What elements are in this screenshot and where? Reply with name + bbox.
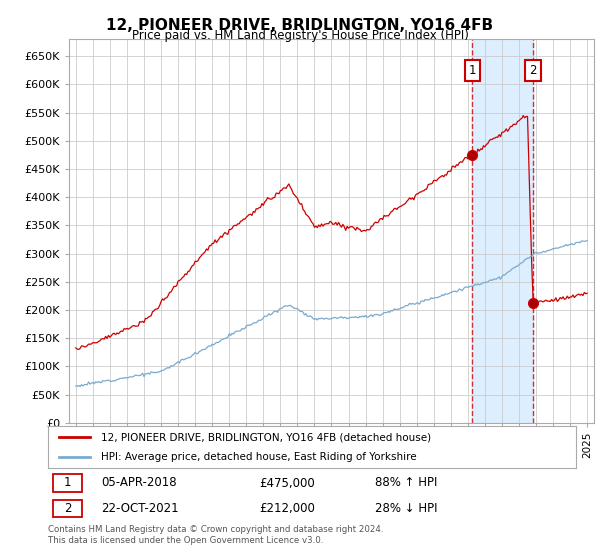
- Bar: [472, 39, 533, 423]
- Text: 2: 2: [64, 502, 71, 515]
- Text: 88% ↑ HPI: 88% ↑ HPI: [376, 477, 438, 489]
- FancyBboxPatch shape: [53, 474, 82, 492]
- Text: 2: 2: [529, 64, 536, 77]
- Text: 28% ↓ HPI: 28% ↓ HPI: [376, 502, 438, 515]
- Text: 1: 1: [64, 477, 71, 489]
- Text: Contains HM Land Registry data © Crown copyright and database right 2024.
This d: Contains HM Land Registry data © Crown c…: [48, 525, 383, 545]
- Text: 12, PIONEER DRIVE, BRIDLINGTON, YO16 4FB: 12, PIONEER DRIVE, BRIDLINGTON, YO16 4FB: [106, 18, 494, 33]
- Text: £212,000: £212,000: [259, 502, 315, 515]
- Text: 1: 1: [469, 64, 476, 77]
- Text: HPI: Average price, detached house, East Riding of Yorkshire: HPI: Average price, detached house, East…: [101, 452, 416, 462]
- Text: 05-APR-2018: 05-APR-2018: [101, 477, 176, 489]
- Text: 12, PIONEER DRIVE, BRIDLINGTON, YO16 4FB (detached house): 12, PIONEER DRIVE, BRIDLINGTON, YO16 4FB…: [101, 432, 431, 442]
- Text: 22-OCT-2021: 22-OCT-2021: [101, 502, 178, 515]
- FancyBboxPatch shape: [53, 500, 82, 517]
- Text: £475,000: £475,000: [259, 477, 315, 489]
- Text: Price paid vs. HM Land Registry's House Price Index (HPI): Price paid vs. HM Land Registry's House …: [131, 29, 469, 42]
